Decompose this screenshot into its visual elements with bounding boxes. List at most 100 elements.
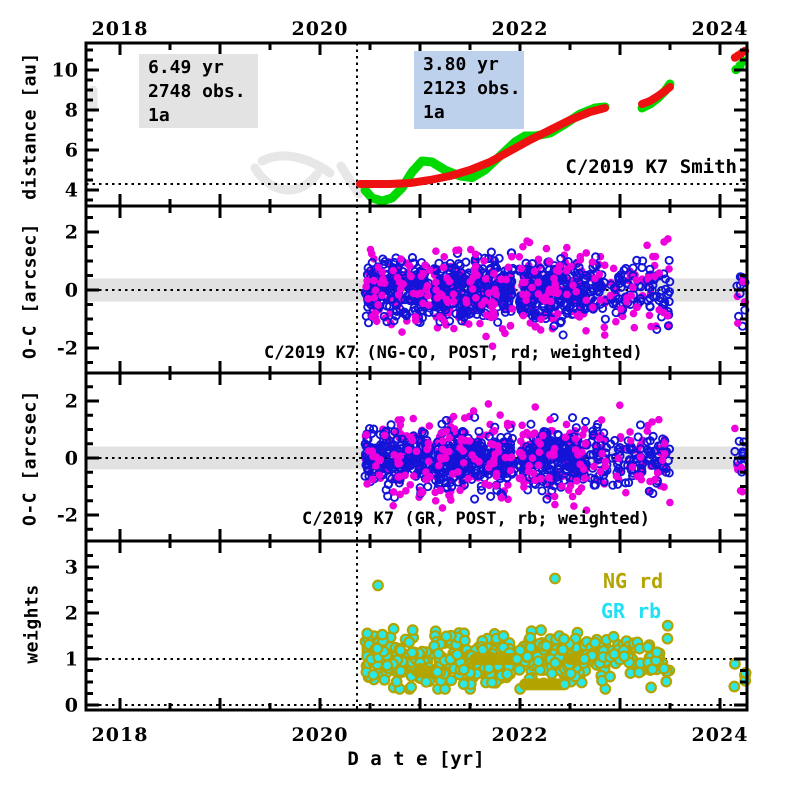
residual-open-point (633, 432, 643, 442)
residual-open-point (364, 424, 375, 434)
residual-open-point (606, 439, 616, 449)
residual-open-point (566, 454, 576, 464)
residual-filled-point (569, 281, 577, 290)
solution-box-short-arc: 3.80 yr 2123 obs. 1a (414, 51, 524, 129)
solution-obs-count: 2123 obs. (423, 78, 521, 99)
residual-filled-point (571, 434, 580, 443)
residual-filled-point (568, 492, 577, 501)
residual-filled-point (454, 246, 463, 254)
residual-filled-point (643, 427, 652, 435)
residual-filled-point (546, 415, 554, 424)
residual-filled-point (371, 309, 380, 317)
residual-filled-point (562, 420, 571, 429)
residual-filled-point (438, 504, 447, 512)
residual-open-point (389, 257, 399, 267)
residual-open-point (383, 479, 393, 489)
x-bottom-tick-label: 2020 (292, 724, 349, 746)
residual-open-point (572, 271, 582, 281)
weight-point (387, 622, 400, 635)
residual-filled-point (606, 291, 615, 300)
residual-filled-point (658, 456, 667, 464)
residual-open-point (391, 306, 401, 316)
residual-filled-point (517, 264, 526, 273)
residual-filled-point (362, 430, 371, 439)
residual-open-point (507, 433, 517, 443)
residual-open-point (655, 293, 665, 303)
residual-filled-point (521, 278, 529, 287)
residual-filled-point (481, 480, 489, 488)
residual-filled-point (396, 452, 405, 460)
residual-open-point (486, 491, 496, 501)
residual-filled-point (534, 437, 543, 446)
weight-run-point (578, 653, 591, 665)
residual-filled-point (570, 502, 578, 510)
y-axis-label-weights: weights (21, 584, 43, 664)
residual-filled-point (531, 403, 540, 411)
weight-point (371, 642, 384, 655)
residual-filled-point (492, 481, 500, 490)
weight-point (564, 667, 577, 680)
residual-filled-point (424, 291, 432, 300)
residual-open-point (410, 455, 420, 465)
weight-point (535, 624, 547, 637)
residual-filled-point (488, 342, 497, 350)
residual-open-point (562, 299, 572, 309)
residual-filled-point (436, 289, 444, 298)
residual-filled-point (399, 280, 407, 288)
residual-open-point (554, 468, 564, 478)
weight-point (457, 678, 470, 691)
residual-filled-point (488, 298, 496, 306)
residual-open-point (648, 488, 658, 499)
residual-filled-point (363, 277, 371, 285)
residual-filled-point (377, 279, 385, 287)
residual-open-point (447, 482, 457, 492)
residual-filled-point (515, 252, 524, 261)
residual-filled-point (660, 449, 669, 458)
residual-open-point (459, 283, 470, 293)
residual-filled-point (537, 474, 545, 483)
residual-filled-point (368, 447, 377, 456)
residual-open-point (557, 457, 567, 467)
legend-ng-rd: NG rd (603, 569, 664, 593)
weight-point (390, 675, 403, 688)
residual-filled-point (396, 255, 405, 263)
residual-filled-point (434, 461, 443, 470)
solution-code: 1a (148, 105, 170, 126)
residual-filled-point (408, 436, 417, 445)
solution-box-full-arc: 6.49 yr 2748 obs. 1a (139, 54, 258, 128)
residual-filled-point (394, 460, 403, 468)
residual-open-point (382, 441, 392, 451)
residual-filled-point (515, 474, 524, 483)
heliocentric-distance-curve (356, 104, 609, 188)
y-tick-label: 3 (65, 557, 78, 579)
residual-filled-point (466, 245, 475, 254)
residual-filled-point (636, 453, 645, 461)
residual-open-point (652, 460, 662, 470)
residual-filled-point (424, 457, 433, 466)
residual-open-point (541, 458, 551, 468)
y-tick-label: 0 (65, 448, 78, 470)
residual-filled-point (417, 272, 426, 280)
residual-filled-point (539, 431, 547, 440)
residual-filled-point (659, 308, 668, 317)
weight-run-point (558, 678, 571, 691)
residual-filled-point (600, 323, 609, 332)
residual-open-point (567, 413, 578, 423)
residual-open-point (594, 287, 604, 297)
residual-filled-point (445, 434, 454, 442)
residual-filled-point (419, 299, 427, 308)
residual-open-point (543, 436, 553, 447)
residual-filled-point (471, 294, 480, 302)
residual-filled-point (736, 486, 745, 495)
residual-filled-point (550, 451, 558, 459)
residual-open-point (621, 263, 631, 273)
residual-filled-point (457, 437, 466, 445)
residual-filled-point (364, 295, 372, 303)
residual-filled-point (532, 322, 541, 331)
residual-filled-point (496, 411, 504, 419)
residual-filled-point (558, 482, 566, 490)
residual-open-point (595, 278, 605, 288)
weight-point (728, 657, 741, 670)
residual-filled-point (582, 249, 591, 257)
residual-filled-point (504, 481, 512, 489)
